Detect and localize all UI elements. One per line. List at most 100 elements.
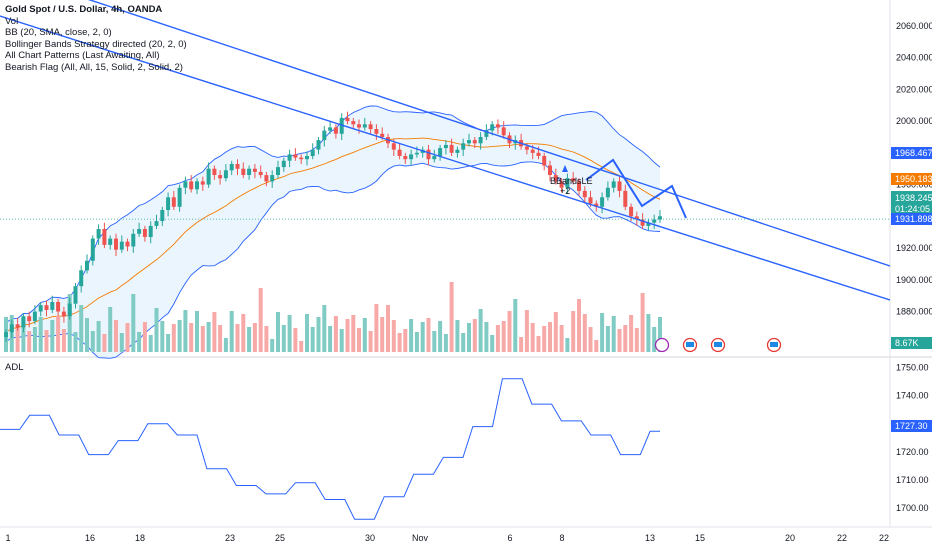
adl-badge-bg bbox=[891, 420, 932, 432]
candle-body bbox=[605, 187, 610, 198]
time-tick-label: 13 bbox=[645, 533, 655, 543]
adl-series-line bbox=[0, 378, 660, 520]
time-tick-label: 8 bbox=[559, 533, 564, 543]
basis-badge-bg bbox=[891, 173, 932, 185]
volume-bar bbox=[241, 314, 246, 352]
volume-bar bbox=[131, 294, 136, 352]
candle-body bbox=[594, 203, 599, 207]
candle-body bbox=[85, 260, 89, 271]
bollinger-upper-line bbox=[5, 105, 661, 324]
volume-bar bbox=[617, 329, 622, 352]
volume-bar bbox=[322, 305, 327, 352]
price-badge: 1938.245 bbox=[895, 193, 932, 203]
time-tick-label: 22 bbox=[879, 533, 889, 543]
volume-bar bbox=[142, 322, 147, 352]
time-tick-label: 15 bbox=[695, 533, 705, 543]
candle-body bbox=[32, 311, 37, 322]
bollinger-basis-line bbox=[5, 137, 661, 333]
candle-body bbox=[171, 197, 176, 207]
volume-bar bbox=[119, 333, 124, 352]
volume-bar bbox=[368, 331, 373, 352]
volume-bar bbox=[386, 305, 390, 352]
volume-bar bbox=[629, 315, 634, 352]
candle-body bbox=[200, 181, 205, 185]
volume-bar bbox=[577, 299, 581, 352]
legend-line[interactable]: All Chart Patterns (Last Awaiting, All) bbox=[5, 50, 160, 62]
volume-bar bbox=[605, 326, 610, 352]
candle-body bbox=[160, 210, 165, 222]
candle-body bbox=[310, 149, 315, 156]
volume-bar bbox=[270, 339, 275, 352]
candle-body bbox=[449, 144, 454, 153]
time-tick-label: 1 bbox=[5, 533, 10, 543]
candle-body bbox=[478, 137, 483, 144]
volume-bar bbox=[553, 312, 558, 352]
candle-body bbox=[617, 181, 622, 191]
volume-bar bbox=[316, 317, 321, 352]
volume-bar bbox=[177, 320, 182, 352]
adl-tick-label: 1740.00 bbox=[896, 391, 929, 401]
candle-body bbox=[258, 171, 263, 176]
candle-body bbox=[96, 229, 101, 239]
volume-bar bbox=[21, 318, 26, 352]
volume-bar bbox=[212, 312, 217, 352]
volume-bar bbox=[438, 321, 443, 352]
legend-line[interactable]: BB (20, SMA, close, 2, 0) bbox=[5, 27, 112, 39]
candle-body bbox=[357, 124, 361, 128]
candle-body bbox=[368, 124, 373, 130]
time-tick-label: 22 bbox=[837, 533, 847, 543]
volume-bar bbox=[90, 331, 95, 352]
volume-bar bbox=[154, 308, 159, 352]
volume-bar bbox=[229, 311, 234, 352]
adl-tick-label: 1710.00 bbox=[896, 475, 929, 485]
candle-body bbox=[137, 229, 142, 234]
volume-bar bbox=[351, 315, 356, 352]
volume-bar bbox=[548, 322, 552, 352]
legend-line[interactable]: Bearish Flag (All, All, 15, Solid, 2, So… bbox=[5, 61, 183, 73]
volume-bar bbox=[27, 331, 32, 352]
candle-body bbox=[195, 181, 199, 190]
candle-body bbox=[50, 302, 55, 310]
candle-body bbox=[438, 148, 443, 156]
candle-body bbox=[189, 181, 194, 190]
volume-bar bbox=[96, 321, 101, 352]
volume-bar bbox=[646, 314, 651, 352]
volume-bar bbox=[449, 282, 454, 352]
volume-bar bbox=[171, 324, 176, 352]
legend: Gold Spot / U.S. Dollar, 4h, OANDA Vol B… bbox=[5, 4, 187, 74]
price-tick-label: 2060.000 bbox=[896, 21, 932, 31]
volume-badge: 8.67K bbox=[895, 338, 919, 348]
volume-bar bbox=[50, 320, 55, 352]
candle-body bbox=[409, 154, 414, 160]
candle-body bbox=[351, 121, 356, 125]
us-flag-icon bbox=[686, 342, 694, 347]
volume-bar bbox=[183, 310, 188, 352]
adl-tick-label: 1720.00 bbox=[896, 447, 929, 457]
price-tick-label: 1900.000 bbox=[896, 275, 932, 285]
volume-bar bbox=[513, 299, 518, 352]
candle-body bbox=[582, 190, 587, 198]
us-flag-icon bbox=[714, 342, 722, 347]
candle-body bbox=[548, 165, 552, 175]
candle-body bbox=[559, 181, 564, 188]
candle-body bbox=[79, 270, 84, 287]
legend-line[interactable]: Bollinger Bands Strategy directed (20, 2… bbox=[5, 38, 187, 50]
candle-body bbox=[4, 332, 8, 337]
candle-body bbox=[142, 229, 147, 237]
candle-body bbox=[229, 164, 234, 171]
candle-body bbox=[316, 140, 321, 150]
candle-body bbox=[235, 164, 240, 169]
volume-bar bbox=[524, 310, 529, 352]
volume-bar bbox=[461, 333, 466, 352]
candle-body bbox=[345, 117, 350, 122]
legend-line[interactable]: Vol bbox=[5, 15, 19, 27]
candle-body bbox=[333, 127, 338, 134]
volume-bar bbox=[160, 321, 165, 352]
time-tick-label: 25 bbox=[275, 533, 285, 543]
volume-bar bbox=[114, 320, 118, 352]
volume-bar bbox=[357, 328, 361, 352]
volume-bar bbox=[32, 327, 37, 352]
candle-body bbox=[15, 324, 20, 328]
time-tick-label: 30 bbox=[365, 533, 375, 543]
